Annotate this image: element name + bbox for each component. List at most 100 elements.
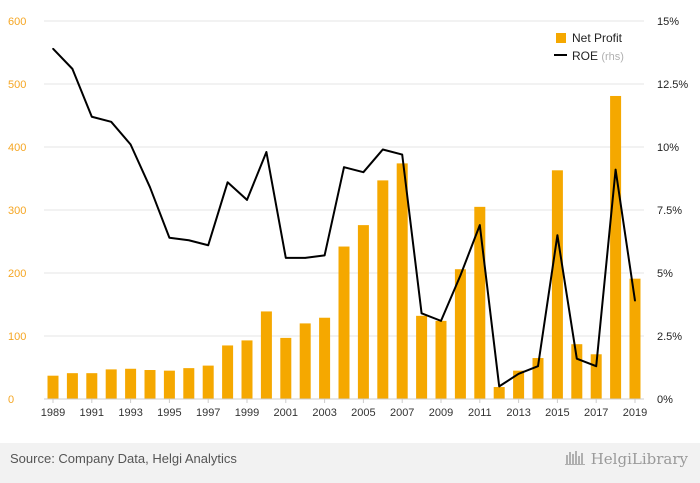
axes: 0 100 200 300 400 500 600 0% 2.5% 5% 7.5% 10% 12.5% 1… [8,16,688,419]
x-axis-tick-label: 2017 [584,407,608,419]
left-axis-tick-label: 600 [8,16,26,28]
roe-point-1989 [52,47,54,50]
bar-net-profit-1991 [86,373,98,399]
roe-point-2019 [634,299,636,302]
roe-point-2005 [362,171,365,173]
x-axis-tick-label: 1997 [196,407,220,419]
roe-point-2013 [517,373,520,375]
brand-logo: HelgiLibrary [564,449,688,469]
roe-point-2017 [595,365,597,368]
bar-net-profit-2006 [377,180,389,399]
legend-label-roe-text: ROE [572,49,598,63]
right-axis-tick-label: 0% [657,394,673,406]
bar-net-profit-2017 [590,354,602,399]
roe-point-1999 [246,199,248,201]
x-axis-tick-label: 2009 [429,407,453,419]
bar-net-profit-2005 [357,225,369,399]
bar-net-profit-1993 [125,368,137,399]
right-axis-tick-label: 7.5% [657,205,682,217]
bar-net-profit-2011 [474,206,486,399]
roe-point-2014 [537,365,539,368]
bar-net-profit-2015 [551,170,563,399]
bar-net-profit-2019 [629,278,641,399]
legend-label-roe-suffix: (rhs) [601,51,624,63]
bar-net-profit-1989 [47,375,59,399]
roe-point-1992 [110,121,112,123]
x-axis-tick-label: 1999 [235,407,259,419]
right-axis-tick-label: 15% [657,16,679,28]
net-profit-bars [47,95,641,399]
right-axis-tick-label: 2.5% [657,331,682,343]
gridlines [44,20,644,337]
footer: Source: Company Data, Helgi Analytics He… [0,443,700,483]
bar-net-profit-1995 [163,370,175,399]
x-axis-tick-label: 2013 [506,407,530,419]
x-axis-tick-label: 1995 [157,407,181,419]
library-books-icon [564,449,587,469]
left-axis-tick-label: 200 [8,268,26,280]
roe-point-2016 [576,357,578,360]
x-axis-tick-label: 2007 [390,407,414,419]
left-axis-tick-label: 100 [8,331,26,343]
bar-net-profit-2007 [396,163,408,399]
bar-net-profit-2012 [493,387,505,399]
roe-point-2009 [440,320,442,322]
roe-point-2000 [265,151,268,153]
roe-point-1998 [226,181,229,184]
roe-point-1997 [207,244,209,247]
bar-net-profit-2010 [454,269,466,399]
legend-swatch-net-profit [556,33,566,43]
roe-point-1994 [149,186,151,189]
left-axis-tick-label: 500 [8,79,26,91]
bar-net-profit-2016 [571,344,583,399]
bar-net-profit-1994 [144,370,156,399]
bar-net-profit-1997 [202,365,214,399]
legend-label-roe: ROE (rhs) [572,49,624,63]
bar-net-profit-1999 [241,340,253,399]
right-axis-tick-label: 12.5% [657,79,688,91]
roe-point-2012 [498,385,501,388]
source-note: Source: Company Data, Helgi Analytics [10,451,237,466]
right-axis-tick-label: 10% [657,142,679,154]
roe-point-2018 [614,168,617,171]
legend-label-net-profit: Net Profit [572,31,623,45]
roe-point-1990 [71,68,74,70]
x-axis-tick-label: 2011 [468,407,492,419]
roe-point-2010 [459,274,462,277]
roe-point-2002 [304,257,307,259]
roe-point-2001 [285,257,287,259]
roe-point-1993 [129,143,132,146]
roe-point-1995 [168,236,171,239]
bar-net-profit-2002 [299,323,311,399]
bar-net-profit-2004 [338,246,350,399]
x-axis-tick-label: 1989 [41,407,65,419]
roe-point-2015 [556,234,559,236]
legend: Net Profit ROE (rhs) [554,31,624,63]
bar-net-profit-1990 [66,373,78,399]
left-axis-tick-label: 300 [8,205,26,217]
bar-net-profit-2000 [260,311,272,399]
bar-net-profit-1998 [222,345,234,399]
bar-net-profit-2014 [532,358,544,399]
roe-point-1996 [188,239,190,242]
bar-net-profit-2003 [319,317,331,399]
bar-net-profit-1996 [183,368,195,399]
x-axis-tick-label: 1993 [118,407,142,419]
x-axis-tick-label: 2001 [274,407,298,419]
bar-net-profit-2001 [280,337,292,399]
x-axis-tick-label: 2003 [312,407,336,419]
x-axis-tick-label: 2005 [351,407,375,419]
x-axis-tick-label: 2015 [545,407,569,419]
bar-net-profit-2018 [610,95,622,399]
left-axis-tick-label: 400 [8,142,26,154]
roe-point-2006 [382,148,384,151]
roe-point-2004 [343,166,345,168]
x-axis-tick-label: 2019 [623,407,647,419]
brand-name: HelgiLibrary [590,450,688,468]
x-axis-tick-label: 1991 [80,407,104,419]
roe-point-2008 [420,312,423,315]
roe-point-2011 [479,224,481,226]
right-axis-tick-label: 5% [657,268,673,280]
left-axis-tick-label: 0 [8,394,14,406]
roe-line-series [52,47,636,388]
